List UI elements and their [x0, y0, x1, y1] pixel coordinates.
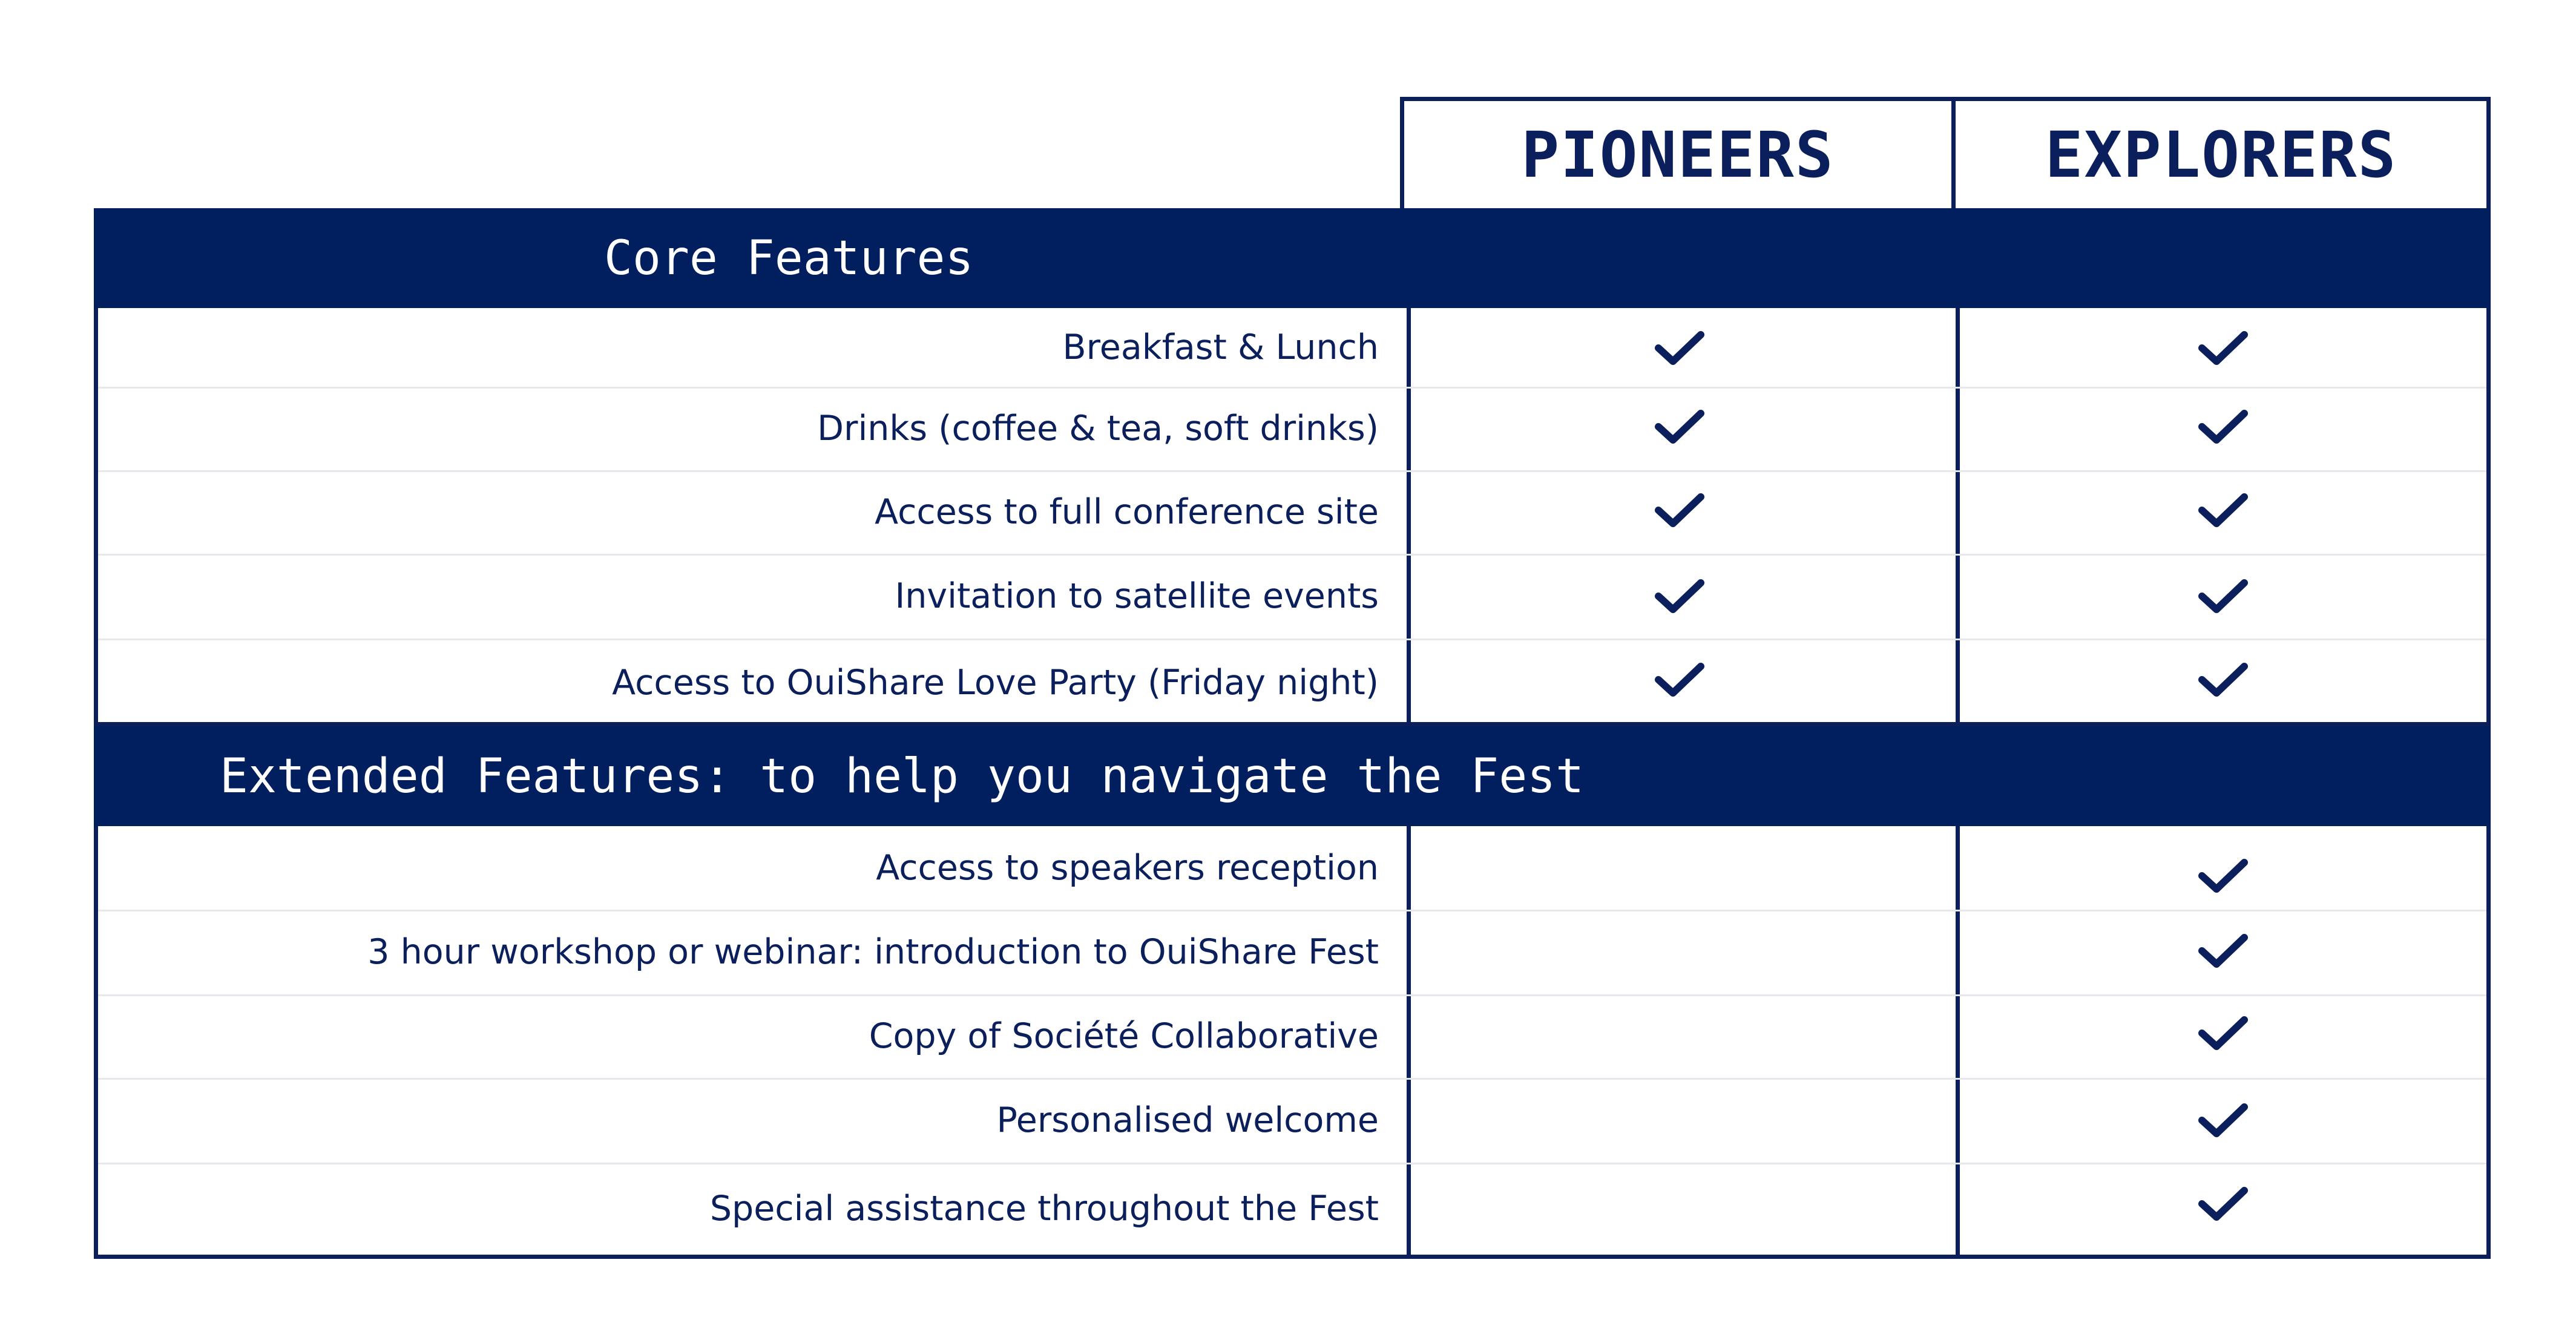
comparison-table: PIONEERS EXPLORERS Core Features Breakfa… — [94, 97, 2491, 1259]
section-header-core: Core Features — [94, 208, 2491, 308]
section-title-core: Core Features — [604, 231, 974, 286]
table-row: Access to OuiShare Love Party (Friday ni… — [98, 639, 2486, 726]
section-body-extended: Access to speakers reception 3 hour work… — [94, 826, 2491, 1259]
checkmark-icon — [1655, 492, 1704, 530]
checkmark-icon — [2198, 330, 2248, 367]
checkmark-icon — [2198, 578, 2248, 616]
checkmark-icon — [1655, 330, 1704, 367]
feature-label: Copy of Société Collaborative — [869, 1016, 1379, 1056]
checkmark-icon — [2198, 858, 2248, 895]
checkmark-icon — [2198, 492, 2248, 530]
table-row: Special assistance throughout the Fest — [98, 1163, 2486, 1255]
column-header-pioneers: PIONEERS — [1400, 97, 1956, 208]
feature-label: Personalised welcome — [996, 1100, 1379, 1140]
feature-label: 3 hour workshop or webinar: introduction… — [367, 932, 1379, 972]
column-header-explorers: EXPLORERS — [1951, 97, 2491, 208]
table-row: Invitation to satellite events — [98, 554, 2486, 640]
checkmark-icon — [2198, 409, 2248, 446]
section-header-extended: Extended Features: to help you navigate … — [94, 726, 2491, 826]
column-divider — [1407, 826, 1411, 1255]
checkmark-icon — [2198, 1015, 2248, 1052]
table-row: Drinks (coffee & tea, soft drinks) — [98, 387, 2486, 472]
table-row: 3 hour workshop or webinar: introduction… — [98, 910, 2486, 996]
feature-label: Special assistance throughout the Fest — [709, 1189, 1379, 1229]
feature-label: Access to speakers reception — [876, 848, 1379, 888]
section-title-extended: Extended Features: to help you navigate … — [220, 749, 1585, 804]
table-row: Access to full conference site — [98, 470, 2486, 556]
checkmark-icon — [2198, 662, 2248, 699]
section-body-core: Breakfast & Lunch Drinks (coffee & tea, … — [94, 308, 2491, 726]
feature-label: Access to OuiShare Love Party (Friday ni… — [612, 662, 1379, 703]
table-row: Personalised welcome — [98, 1078, 2486, 1164]
table-row: Breakfast & Lunch — [98, 308, 2486, 389]
checkmark-icon — [1655, 662, 1704, 699]
feature-label: Invitation to satellite events — [895, 576, 1379, 616]
checkmark-icon — [2198, 1102, 2248, 1140]
column-divider — [1407, 308, 1411, 722]
column-divider — [1956, 308, 1960, 722]
feature-label: Drinks (coffee & tea, soft drinks) — [817, 409, 1379, 448]
table-row: Access to speakers reception — [98, 826, 2486, 911]
column-divider — [1956, 826, 1960, 1255]
table-row: Copy of Société Collaborative — [98, 994, 2486, 1080]
checkmark-icon — [1655, 578, 1704, 616]
checkmark-icon — [2198, 933, 2248, 970]
feature-label: Breakfast & Lunch — [1062, 327, 1379, 367]
feature-label: Access to full conference site — [875, 492, 1379, 532]
checkmark-icon — [1655, 409, 1704, 446]
checkmark-icon — [2198, 1186, 2248, 1223]
